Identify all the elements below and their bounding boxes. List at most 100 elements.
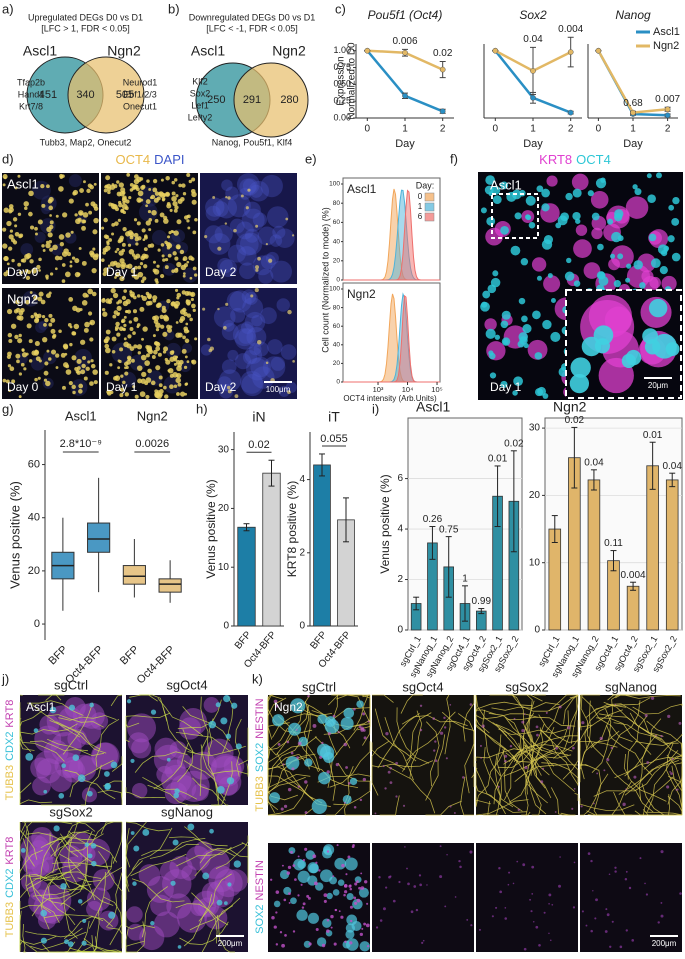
cell-body (127, 732, 150, 754)
nucleus (295, 729, 298, 731)
neurite (344, 796, 370, 816)
error-bar (590, 469, 597, 491)
nucleus (209, 346, 214, 351)
nucleus (121, 295, 127, 301)
cell-body (346, 893, 354, 901)
y-axis-label: KRT8 positive (%) (285, 481, 299, 577)
nucleus (446, 854, 448, 856)
neurite (22, 821, 35, 867)
y-tick-label: 4 (299, 474, 305, 485)
nucleus (121, 248, 126, 253)
nucleus (609, 945, 612, 948)
chart-title: iN (252, 409, 265, 425)
nucleus (660, 734, 663, 738)
nucleus (157, 248, 161, 252)
point (439, 108, 446, 115)
cell-body (309, 863, 319, 874)
nucleus (439, 731, 444, 735)
nucleus (118, 202, 123, 208)
y-tick-label: 100 (329, 181, 340, 188)
nucleus (148, 188, 152, 191)
nucleus (573, 861, 576, 864)
nucleus (92, 369, 98, 375)
nucleus (521, 315, 528, 323)
nucleus (82, 356, 87, 361)
nucleus (174, 256, 179, 261)
nucleus (19, 233, 24, 238)
legend-swatch (424, 192, 435, 202)
neurite (482, 709, 501, 777)
nucleus (478, 928, 481, 931)
nucleus (43, 322, 47, 327)
condition-label: sgNanog (605, 679, 657, 694)
nucleus (279, 931, 283, 934)
cell-body (236, 173, 260, 196)
nucleus (349, 884, 352, 887)
cell-body (626, 264, 651, 288)
nucleus (14, 231, 20, 237)
nucleus (469, 703, 473, 706)
nucleus (25, 299, 30, 305)
nucleus (110, 761, 118, 769)
nucleus (21, 348, 25, 352)
nucleus (107, 264, 111, 268)
nucleus (486, 216, 496, 226)
nucleus (69, 342, 73, 347)
nucleus (140, 198, 144, 202)
chart-title: iT (328, 409, 340, 425)
nucleus (297, 785, 300, 788)
nucleus (374, 812, 377, 815)
nucleus (160, 273, 165, 279)
error-bar (429, 526, 436, 560)
nucleus (64, 939, 69, 945)
cell-body (342, 794, 352, 804)
panel-letter: d) (2, 151, 14, 166)
condition-label: sgOct4 (402, 679, 443, 694)
neurite (125, 821, 171, 832)
neurite (131, 878, 185, 903)
nucleus (2, 174, 8, 180)
nucleus (308, 942, 312, 946)
nucleus (46, 184, 50, 189)
nucleus (93, 217, 99, 224)
nucleus (338, 910, 341, 913)
neurite (71, 821, 114, 852)
nucleus (174, 178, 178, 182)
nucleus (154, 389, 159, 394)
neurite (52, 829, 90, 874)
nucleus (103, 217, 108, 223)
venn-set (67, 56, 145, 134)
nucleus (23, 201, 29, 207)
nucleus (145, 377, 152, 383)
nucleus (494, 334, 501, 340)
neurite (425, 734, 446, 801)
nucleus (347, 855, 351, 859)
neurite (646, 754, 683, 812)
neurite (267, 738, 304, 791)
cell-body (269, 792, 281, 804)
cell-body (246, 357, 269, 381)
nucleus (415, 908, 419, 912)
nucleus (597, 243, 604, 251)
error-bar (494, 465, 501, 528)
neurite (518, 735, 578, 759)
nucleus (40, 909, 48, 917)
nucleus (407, 882, 410, 886)
nucleus (49, 214, 52, 217)
nucleus (363, 736, 367, 740)
nucleus (136, 176, 142, 183)
nucleus (470, 924, 473, 927)
neurite (38, 694, 62, 701)
nucleus (26, 323, 32, 329)
nucleus (375, 926, 379, 929)
nucleus (45, 242, 51, 249)
nucleus (163, 315, 170, 322)
micrograph (476, 695, 578, 815)
error-bar (669, 472, 676, 488)
nucleus (500, 181, 509, 190)
nucleus (389, 875, 392, 878)
nucleus (646, 761, 650, 764)
error-bar (343, 497, 349, 543)
nucleus (20, 848, 26, 853)
micrograph (580, 695, 682, 815)
